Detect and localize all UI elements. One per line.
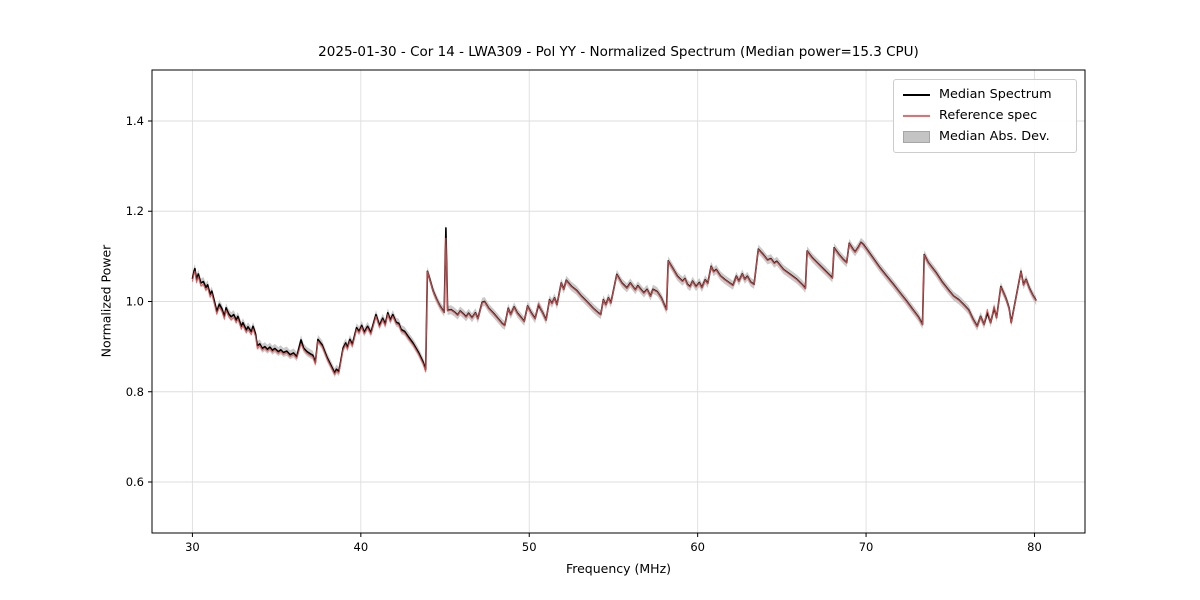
legend-label-median-spectrum: Median Spectrum — [939, 87, 1052, 102]
x-tick-label: 60 — [690, 540, 705, 554]
legend-item-median-abs-dev: Median Abs. Dev. — [903, 129, 1066, 145]
chart-title: 2025-01-30 - Cor 14 - LWA309 - Pol YY - … — [318, 44, 919, 60]
x-axis-label: Frequency (MHz) — [565, 561, 672, 576]
x-tick-label: 40 — [354, 540, 369, 554]
legend-line-reference-spec-icon — [903, 115, 930, 117]
y-tick-label: 1.0 — [126, 295, 144, 309]
y-axis-label: Normalized Power — [98, 244, 114, 358]
x-tick-label: 30 — [185, 540, 200, 554]
legend-label-reference-spec: Reference spec — [939, 108, 1038, 123]
reference-spec-line — [191, 237, 1037, 376]
x-tick-label: 70 — [859, 540, 874, 554]
legend-item-reference-spec: Reference spec — [903, 108, 1066, 124]
legend-label-median-abs-dev: Median Abs. Dev. — [939, 129, 1050, 144]
y-tick-label: 1.4 — [126, 114, 144, 128]
legend-patch-median-abs-dev-icon — [903, 131, 930, 143]
legend-line-median-spectrum-icon — [903, 94, 930, 96]
legend-item-median-spectrum: Median Spectrum — [903, 87, 1066, 103]
x-tick-label: 50 — [522, 540, 537, 554]
y-tick-label: 0.8 — [126, 385, 144, 399]
y-tick-label: 0.6 — [126, 475, 144, 489]
y-tick-label: 1.2 — [126, 204, 144, 218]
x-tick-label: 80 — [1027, 540, 1042, 554]
legend: Median Spectrum Reference spec Median Ab… — [893, 79, 1077, 153]
